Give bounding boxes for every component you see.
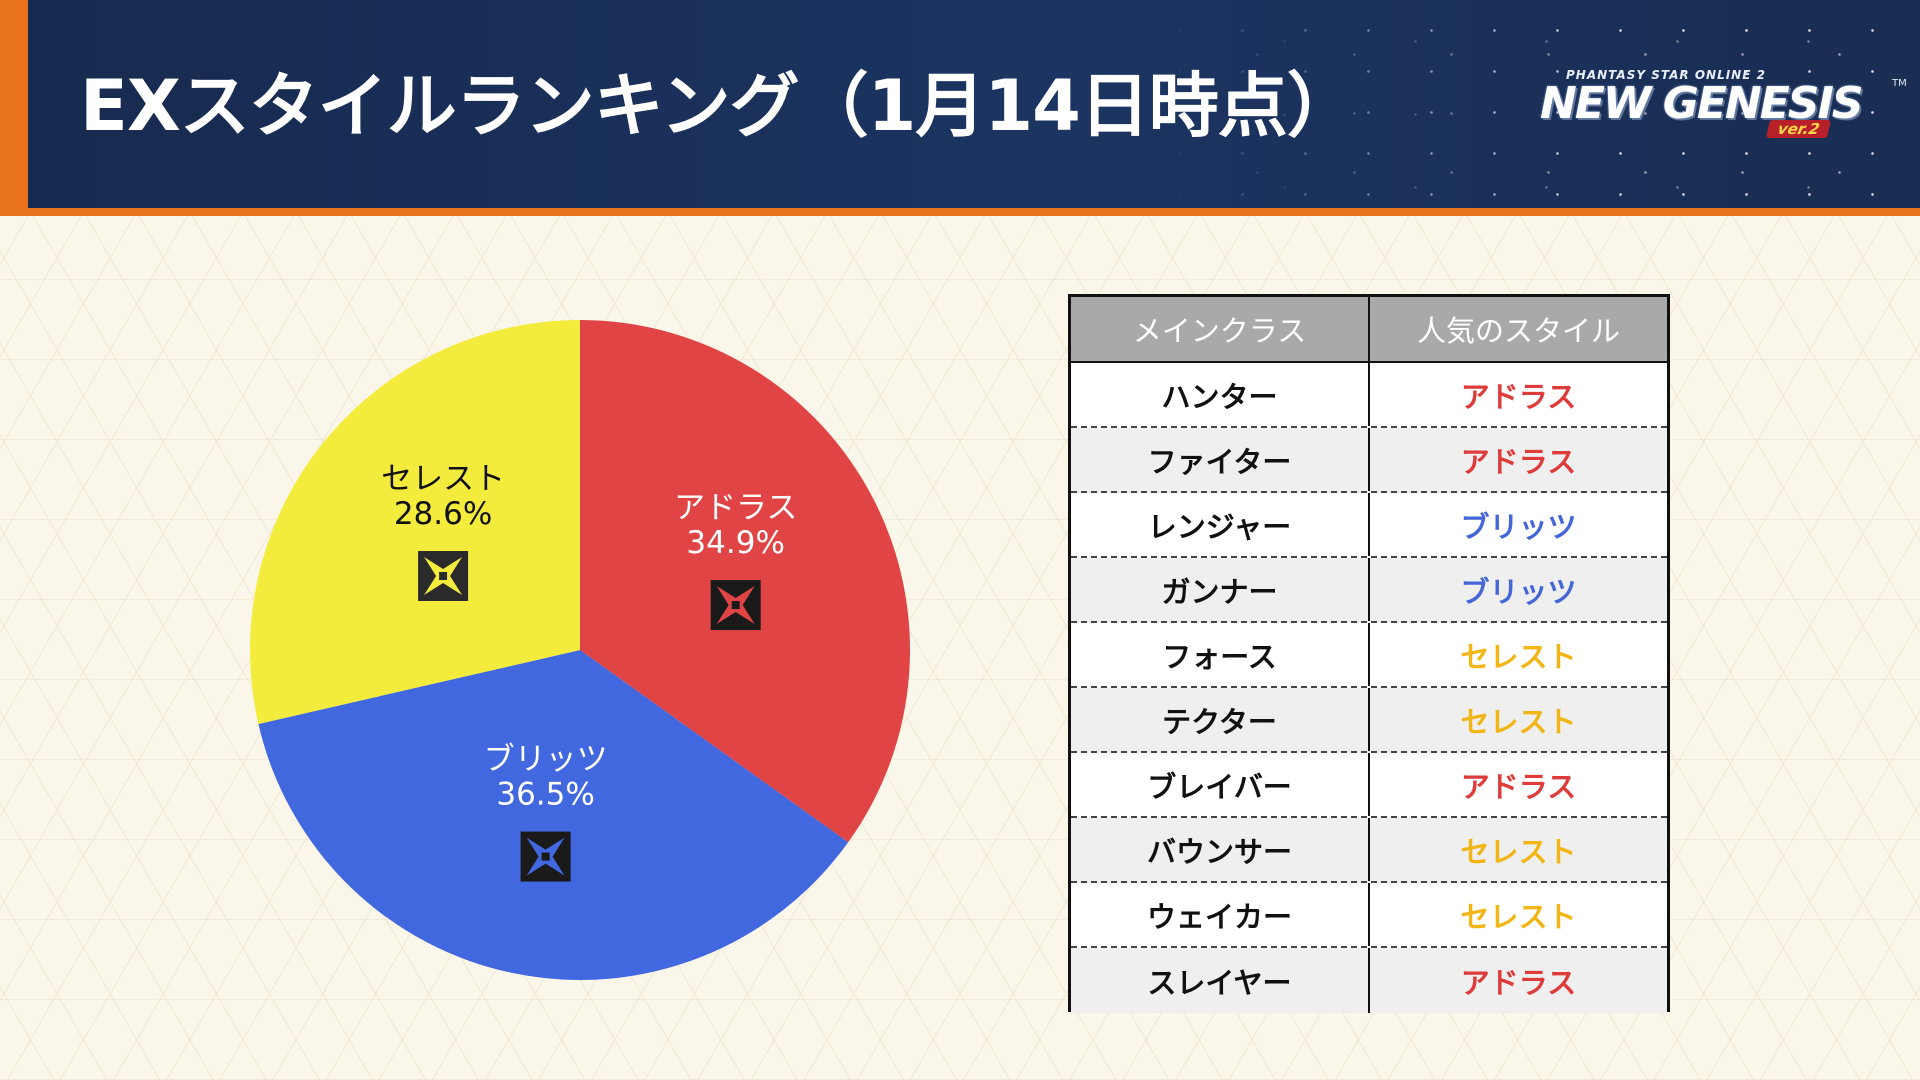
- header-banner: EXスタイルランキング（1月14日時点） PHANTASY STAR ONLIN…: [0, 0, 1920, 208]
- main-class-cell: ハンター: [1071, 363, 1370, 426]
- main-class-cell: フォース: [1071, 623, 1370, 686]
- header-main-class: メインクラス: [1071, 297, 1370, 361]
- main-class-cell: レンジャー: [1071, 493, 1370, 556]
- main-class-cell: バウンサー: [1071, 818, 1370, 881]
- table-row: フォース セレスト: [1071, 623, 1667, 688]
- popular-style-cell: アドラス: [1460, 769, 1577, 804]
- main-class-cell: ブレイバー: [1071, 753, 1370, 816]
- table-row: スレイヤー アドラス: [1071, 948, 1667, 1013]
- table-row: ファイター アドラス: [1071, 428, 1667, 493]
- popular-style-cell: アドラス: [1460, 444, 1577, 479]
- table-header: メインクラス 人気のスタイル: [1071, 297, 1667, 363]
- table-row: テクター セレスト: [1071, 688, 1667, 753]
- popular-style-cell: セレスト: [1460, 834, 1577, 869]
- logo-version: ver.2: [1766, 120, 1832, 138]
- table-row: ガンナー ブリッツ: [1071, 558, 1667, 623]
- popular-style-cell: セレスト: [1460, 639, 1577, 674]
- table-row: ウェイカー セレスト: [1071, 883, 1667, 948]
- slice-value-label: 28.6%: [394, 496, 492, 532]
- page-title: EXスタイルランキング（1月14日時点）: [80, 65, 1357, 147]
- slice-value-label: 36.5%: [496, 777, 594, 813]
- table-row: レンジャー ブリッツ: [1071, 493, 1667, 558]
- adras-style-icon: [710, 580, 761, 631]
- popular-style-cell: ブリッツ: [1460, 509, 1577, 544]
- accent-line: [0, 208, 1920, 216]
- slice-name-label: セレスト: [381, 461, 505, 497]
- game-logo: PHANTASY STAR ONLINE 2 NEW GENESIS TM ve…: [1540, 68, 1910, 148]
- class-style-table: メインクラス 人気のスタイル ハンター アドラス ファイター アドラス レンジャー ブリッ…: [1068, 294, 1670, 1013]
- slice-name-label: ブリッツ: [484, 742, 608, 778]
- header-popular-style: 人気のスタイル: [1416, 314, 1620, 348]
- main-class-cell: ガンナー: [1071, 558, 1370, 621]
- main-class-cell: ウェイカー: [1071, 883, 1370, 946]
- pie-slice: [250, 320, 580, 725]
- slice-value-label: 34.9%: [686, 525, 784, 561]
- celest-style-icon: [418, 551, 469, 602]
- table-body: ハンター アドラス ファイター アドラス レンジャー ブリッツ ガンナー ブリッツ フォース セレ…: [1071, 363, 1667, 1013]
- starfield-decoration: [0, 0, 1920, 208]
- popular-style-cell: ブリッツ: [1460, 574, 1577, 609]
- table-row: ハンター アドラス: [1071, 363, 1667, 428]
- accent-bar: [0, 0, 28, 208]
- table-row: ブレイバー アドラス: [1071, 753, 1667, 818]
- popular-style-cell: セレスト: [1460, 704, 1577, 739]
- main-class-cell: スレイヤー: [1071, 948, 1370, 1013]
- main-class-cell: テクター: [1071, 688, 1370, 751]
- popular-style-cell: アドラス: [1460, 379, 1577, 414]
- table-row: バウンサー セレスト: [1071, 818, 1667, 883]
- popular-style-cell: セレスト: [1460, 899, 1577, 934]
- slice-name-label: アドラス: [674, 490, 797, 526]
- logo-subtitle: PHANTASY STAR ONLINE 2: [1566, 68, 1766, 82]
- blitz-style-icon: [520, 831, 571, 882]
- popular-style-cell: アドラス: [1460, 965, 1577, 1000]
- logo-trademark: TM: [1892, 78, 1907, 89]
- pie-slice: [258, 650, 849, 981]
- main-class-cell: ファイター: [1071, 428, 1370, 491]
